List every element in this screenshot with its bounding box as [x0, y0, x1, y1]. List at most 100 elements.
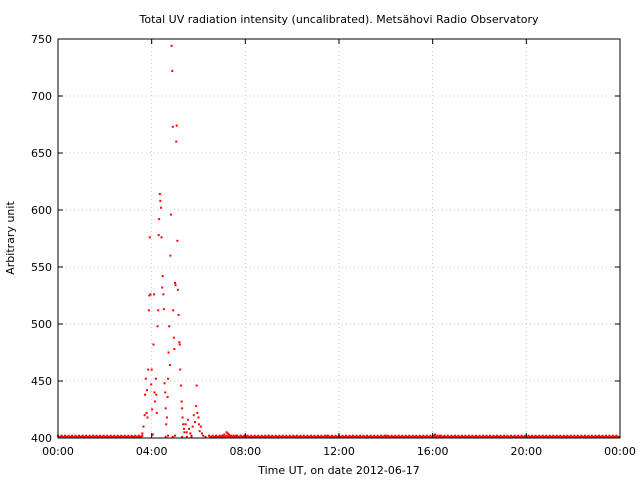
data-point	[136, 435, 139, 438]
data-point	[386, 435, 389, 438]
data-point	[524, 434, 527, 437]
data-point	[499, 434, 502, 437]
data-point	[590, 434, 593, 437]
data-point	[551, 435, 554, 438]
data-point	[514, 435, 517, 438]
data-point	[421, 435, 424, 438]
data-point	[113, 434, 116, 437]
data-point	[541, 434, 544, 437]
data-point	[92, 434, 95, 437]
data-point	[432, 434, 435, 437]
data-point	[474, 434, 477, 437]
data-point	[315, 435, 318, 438]
data-point	[530, 435, 533, 438]
data-point	[126, 435, 129, 438]
data-point	[326, 435, 329, 438]
x-tick-label: 00:00	[42, 445, 74, 458]
data-point	[198, 430, 201, 433]
data-point	[238, 435, 241, 438]
data-point	[576, 434, 579, 437]
data-point	[225, 431, 228, 434]
data-point	[81, 434, 84, 437]
data-point	[179, 368, 182, 371]
data-point	[153, 391, 156, 394]
data-point	[405, 435, 408, 438]
x-tick-label: 04:00	[136, 445, 168, 458]
data-point	[617, 435, 620, 438]
data-point	[76, 435, 79, 438]
y-tick-label: 650	[31, 147, 52, 160]
data-point	[171, 69, 174, 72]
data-point	[145, 389, 148, 392]
data-point	[329, 435, 332, 438]
data-point	[110, 435, 113, 438]
data-point	[513, 434, 516, 437]
data-point	[436, 434, 439, 437]
data-point	[166, 395, 169, 398]
y-tick-label: 600	[31, 204, 52, 217]
data-point	[519, 435, 522, 438]
data-point	[199, 425, 202, 428]
data-point	[604, 434, 607, 437]
data-point	[558, 435, 561, 438]
data-point	[201, 432, 204, 435]
data-point	[312, 435, 315, 438]
data-point	[355, 434, 358, 437]
data-point	[152, 343, 155, 346]
data-point	[511, 435, 514, 438]
axis-ticks: 00:00 04:00 08:00 12:00 16:00 20:00 00:0040045…	[31, 33, 636, 458]
data-point	[209, 435, 212, 438]
data-point	[164, 407, 167, 410]
data-point	[65, 435, 68, 438]
data-point	[415, 434, 418, 437]
data-point	[517, 434, 520, 437]
data-point	[275, 435, 278, 438]
data-point	[522, 435, 525, 438]
data-point	[88, 434, 91, 437]
plot-frame	[57, 38, 621, 439]
data-point	[366, 434, 369, 437]
data-point	[462, 435, 465, 438]
data-point	[354, 435, 357, 438]
data-point	[165, 416, 168, 419]
data-point	[507, 435, 510, 438]
data-point	[62, 435, 65, 438]
data-point	[157, 234, 160, 237]
data-point	[349, 435, 352, 438]
data-point	[532, 435, 535, 438]
data-point	[120, 434, 123, 437]
data-point	[533, 435, 536, 438]
data-point	[227, 433, 230, 436]
data-point	[382, 435, 385, 438]
data-point	[178, 341, 181, 344]
data-point	[288, 434, 291, 437]
data-point	[562, 434, 565, 437]
data-point	[163, 382, 166, 385]
data-point	[553, 435, 556, 438]
data-point	[145, 411, 148, 414]
data-point	[143, 414, 146, 417]
data-point	[197, 416, 200, 419]
data-point	[256, 435, 259, 438]
data-point	[347, 435, 350, 438]
data-point	[257, 434, 260, 437]
data-point	[137, 434, 140, 437]
data-point	[393, 435, 396, 438]
data-point	[277, 435, 280, 438]
data-point	[158, 193, 161, 196]
data-point	[177, 313, 180, 316]
data-point	[172, 309, 175, 312]
data-point	[449, 435, 452, 438]
data-point	[451, 435, 454, 438]
data-point	[174, 281, 177, 284]
data-point	[402, 435, 405, 438]
data-point	[416, 435, 419, 438]
data-point	[148, 236, 151, 239]
data-point	[503, 434, 506, 437]
data-point	[282, 435, 285, 438]
data-point	[403, 435, 406, 438]
data-point	[408, 434, 411, 437]
data-point	[446, 434, 449, 437]
data-point	[484, 435, 487, 438]
